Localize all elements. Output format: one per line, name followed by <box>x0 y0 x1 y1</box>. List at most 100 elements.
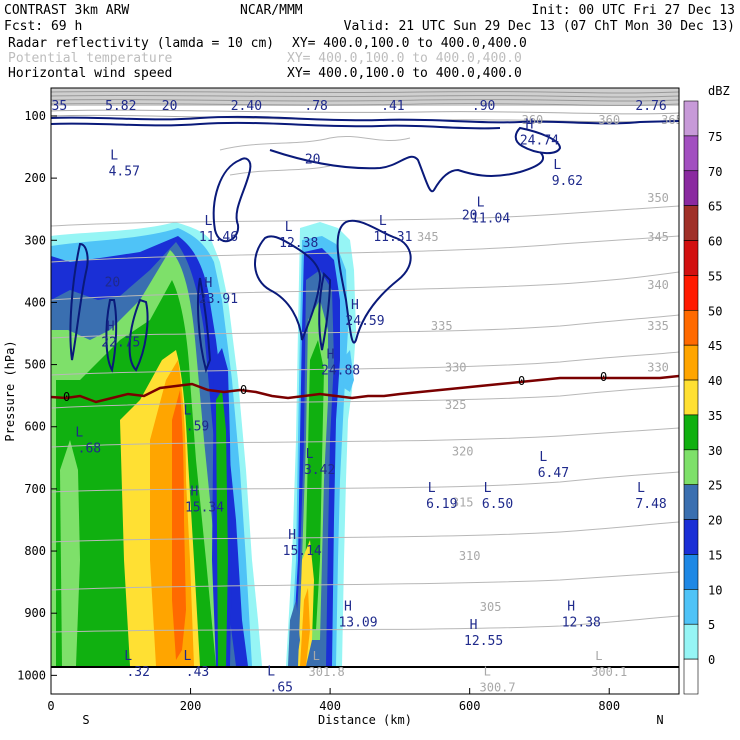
marker-kind: L <box>75 425 83 440</box>
top-label: .78 <box>304 99 327 114</box>
marker-kind: L <box>184 404 192 419</box>
colorbar-level: 30 <box>708 444 722 458</box>
marker-kind: L <box>204 214 212 229</box>
freezing-line-labels: 0 0 0 0 <box>63 370 607 404</box>
marker-value: 12.38 <box>279 236 318 251</box>
marker-value: 6.19 <box>426 497 457 512</box>
marker-kind: H <box>525 118 533 133</box>
forecast-hour: Fcst: 69 h <box>4 19 82 34</box>
marker-kind: H <box>288 528 296 543</box>
isentrope-label: 345 <box>647 230 669 244</box>
marker-value: 301.8 <box>309 665 345 679</box>
y-tick-label: 400 <box>24 295 46 309</box>
field2-xy: XY= 400.0,100.0 to 400.0,400.0 <box>287 51 522 66</box>
isentrope-label: 340 <box>647 278 669 292</box>
marker-kind: L <box>313 649 320 663</box>
colorbar-unit: dBZ <box>708 84 730 98</box>
colorbar-level: 55 <box>708 269 722 283</box>
isentrope-label: 305 <box>480 600 502 614</box>
marker-value: 12.38 <box>562 615 601 630</box>
y-tick-label: 300 <box>24 233 46 247</box>
colorbar-swatch <box>683 658 699 695</box>
marker-value: 23.91 <box>199 292 238 307</box>
marker-value: 13.09 <box>338 615 377 630</box>
top-label: 360 <box>598 113 620 127</box>
y-tick-label: 600 <box>24 420 46 434</box>
y-tick-label: 700 <box>24 482 46 496</box>
field1-xy: XY= 400.0,100.0 to 400.0,400.0 <box>292 36 527 51</box>
marker-value: 3.42 <box>304 463 335 478</box>
top-label: 20 <box>162 99 178 114</box>
wind-speed-markers: L4.57H24.74L9.62L11.04L11.46L12.38L11.31… <box>75 118 666 696</box>
marker-value: 11.04 <box>471 211 510 226</box>
marker-kind: H <box>327 348 335 363</box>
x-tick-label: 600 <box>459 699 481 713</box>
colorbar-swatch <box>683 135 699 172</box>
field2-name: Potential temperature <box>8 51 173 66</box>
marker-value: 15.34 <box>185 500 224 515</box>
marker-value: 24.59 <box>345 314 384 329</box>
colorbar-swatch <box>683 484 699 520</box>
y-tick-label: 1000 <box>17 668 46 682</box>
colorbar-level: 50 <box>708 304 722 318</box>
marker-value: 4.57 <box>109 165 140 180</box>
wind-contour-label: 20 <box>305 152 321 167</box>
marker-value: 11.46 <box>199 230 238 245</box>
colorbar-swatch <box>683 344 699 381</box>
colorbar-level: 45 <box>708 339 722 353</box>
colorbar-swatch <box>683 589 699 625</box>
top-label: .90 <box>472 99 495 114</box>
freezing-label-4: 0 <box>600 370 607 384</box>
plot-frame <box>50 87 680 695</box>
isentrope-labels: 350 345 345 340 335 335 330 330 325 320 315 310 305 <box>417 191 669 614</box>
isentrope-label: 330 <box>445 361 467 375</box>
x-tick-label: 0 <box>47 699 54 713</box>
top-label: 2.40 <box>231 99 262 114</box>
colorbar-swatch <box>683 414 699 451</box>
freezing-label-2: 0 <box>240 383 247 397</box>
wind-contour-label: 20 <box>105 276 121 291</box>
marker-kind: L <box>267 665 275 680</box>
marker-value: 24.74 <box>520 134 559 149</box>
marker-value: .65 <box>270 681 293 696</box>
marker-kind: H <box>351 298 359 313</box>
colorbar-level: 5 <box>708 618 715 632</box>
colorbar-swatch <box>683 205 699 241</box>
x-axis-label: Distance (km) <box>318 713 412 727</box>
marker-kind: L <box>306 447 314 462</box>
org-title: NCAR/MMM <box>240 3 303 18</box>
marker-kind: L <box>539 450 547 465</box>
marker-value: 300.7 <box>480 681 516 695</box>
marker-kind: L <box>477 195 485 210</box>
theta-contours <box>51 135 679 633</box>
colorbar-swatch <box>683 275 699 311</box>
colorbar-level: 65 <box>708 200 722 214</box>
top-label: 5.82 <box>105 99 136 114</box>
marker-value: .32 <box>126 665 149 680</box>
isentrope-label: 335 <box>647 319 669 333</box>
marker-kind: L <box>553 158 561 173</box>
colorbar-level: 0 <box>708 653 715 667</box>
x-endpoint-south: S <box>82 713 89 727</box>
colorbar-level: 25 <box>708 479 722 493</box>
marker-kind: L <box>285 220 293 235</box>
marker-value: 22.75 <box>101 336 140 351</box>
colorbar-level: 20 <box>708 514 722 528</box>
marker-value: 24.88 <box>321 364 360 379</box>
y-tick-label: 200 <box>24 171 46 185</box>
marker-value: .68 <box>78 441 101 456</box>
marker-value: 15.14 <box>283 544 322 559</box>
top-label: 365 <box>661 113 683 127</box>
marker-kind: L <box>595 649 602 663</box>
colorbar-level: 15 <box>708 548 722 562</box>
freezing-label-1: 0 <box>63 390 70 404</box>
field1-name: Radar reflectivity (lamda = 10 cm) <box>8 36 274 51</box>
marker-value: 300.1 <box>591 665 627 679</box>
colorbar-swatch <box>683 554 699 590</box>
marker-kind: L <box>484 665 491 679</box>
isentrope-label: 320 <box>452 445 474 459</box>
marker-kind: L <box>484 481 492 496</box>
isentrope-label: 330 <box>647 361 669 375</box>
